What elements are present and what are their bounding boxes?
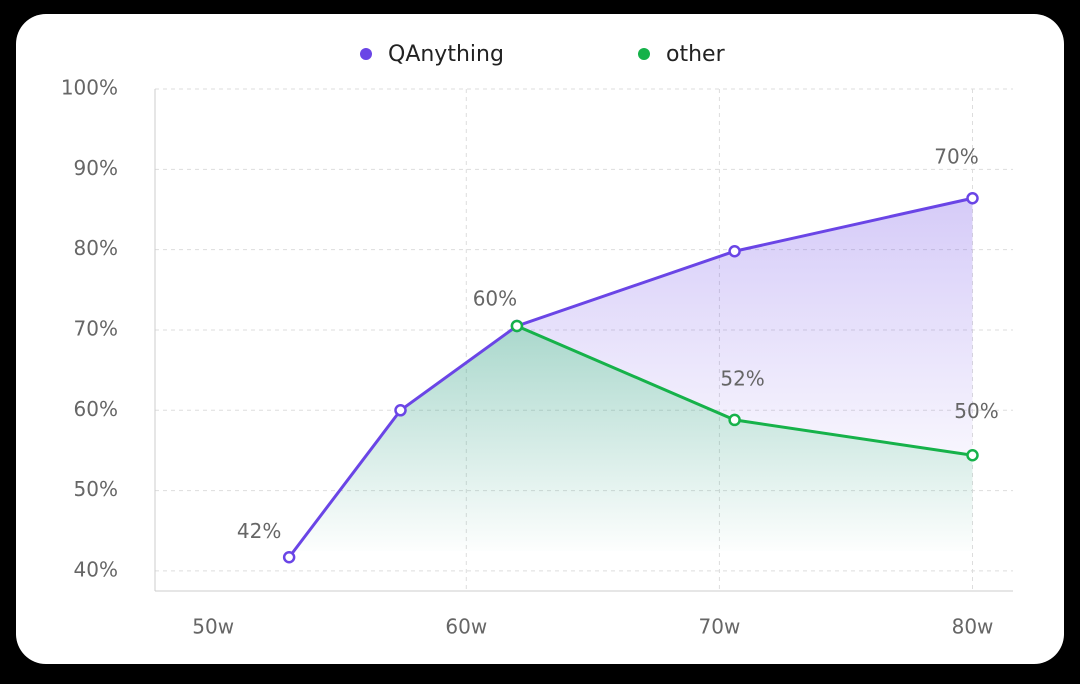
y-tick-label: 40% <box>74 557 118 581</box>
data-point <box>728 244 741 258</box>
legend-marker <box>638 48 650 60</box>
legend-marker <box>360 48 372 60</box>
data-point <box>282 551 296 564</box>
x-tick-label: 80w <box>952 615 994 639</box>
y-tick-label: 80% <box>74 236 118 260</box>
data-point <box>510 319 524 333</box>
x-tick-label: 50w <box>192 615 234 639</box>
data-point <box>728 413 741 427</box>
x-tick-label: 70w <box>699 615 741 639</box>
y-tick-label: 100% <box>61 76 118 100</box>
data-point <box>966 191 979 205</box>
annotation: 60% <box>473 286 517 310</box>
y-tick-label: 90% <box>74 156 118 180</box>
legend-label: other <box>666 42 726 67</box>
area-fill <box>516 198 973 456</box>
x-tick-label: 60w <box>445 615 487 639</box>
data-point <box>966 449 979 462</box>
annotation: 52% <box>720 366 764 390</box>
annotation: 70% <box>934 145 978 169</box>
legend-label: QAnything <box>388 42 504 67</box>
area-fill <box>289 325 973 558</box>
y-tick-label: 50% <box>74 477 118 501</box>
annotation: 42% <box>237 519 281 543</box>
y-tick-label: 60% <box>74 397 118 421</box>
areas <box>289 198 973 558</box>
data-point <box>394 404 407 417</box>
y-tick-label: 70% <box>74 316 118 340</box>
annotation: 50% <box>954 399 998 423</box>
